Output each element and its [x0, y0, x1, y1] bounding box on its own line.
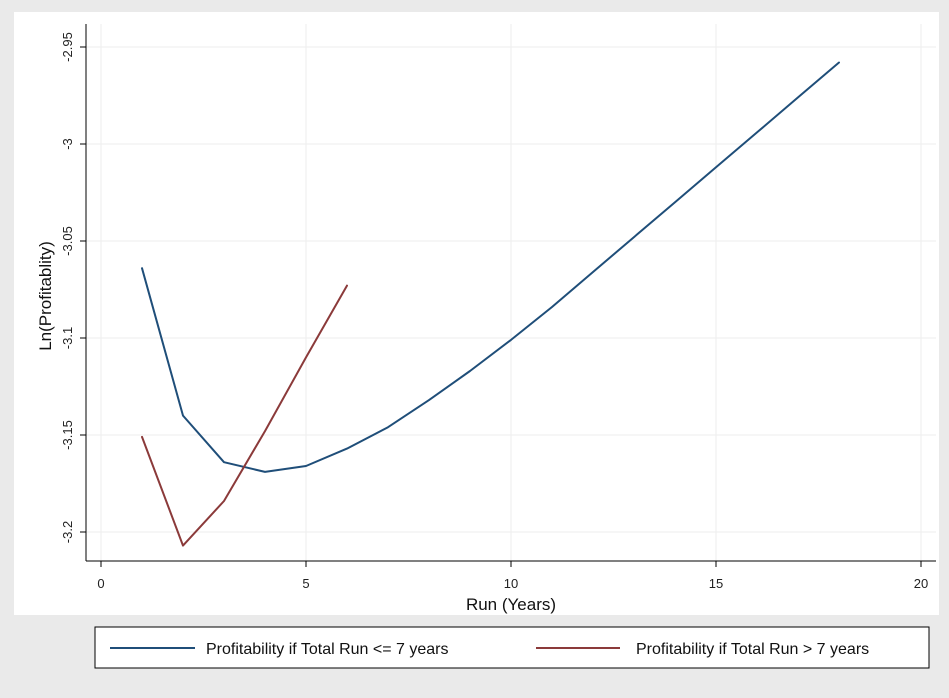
- y-tick-label: -3.1: [60, 327, 75, 349]
- y-tick-label: -3.2: [60, 521, 75, 543]
- y-axis-title: Ln(Profitablity): [36, 241, 55, 351]
- y-tick-label: -3.05: [60, 226, 75, 256]
- grid-layer: [86, 24, 936, 561]
- x-tick-label: 0: [97, 576, 104, 591]
- series-layer: [141, 61, 840, 547]
- series-line-1: [141, 284, 348, 547]
- legend-label-1: Profitability if Total Run > 7 years: [636, 641, 869, 658]
- x-axis-title: Run (Years): [466, 595, 556, 614]
- series-line-0: [141, 61, 840, 473]
- ticks-layer: 0 5 10 15 20 -3.2 -3.15 -3.1 -3.05 -3 -2.95: [60, 32, 928, 591]
- legend-label-0: Profitability if Total Run <= 7 years: [206, 641, 449, 658]
- x-tick-label: 15: [709, 576, 723, 591]
- x-tick-label: 5: [302, 576, 309, 591]
- y-tick-label: -3.15: [60, 420, 75, 450]
- y-tick-label: -2.95: [60, 32, 75, 62]
- x-tick-label: 10: [504, 576, 518, 591]
- y-tick-label: -3: [60, 138, 75, 150]
- legend-box: [94, 626, 930, 669]
- x-tick-label: 20: [914, 576, 928, 591]
